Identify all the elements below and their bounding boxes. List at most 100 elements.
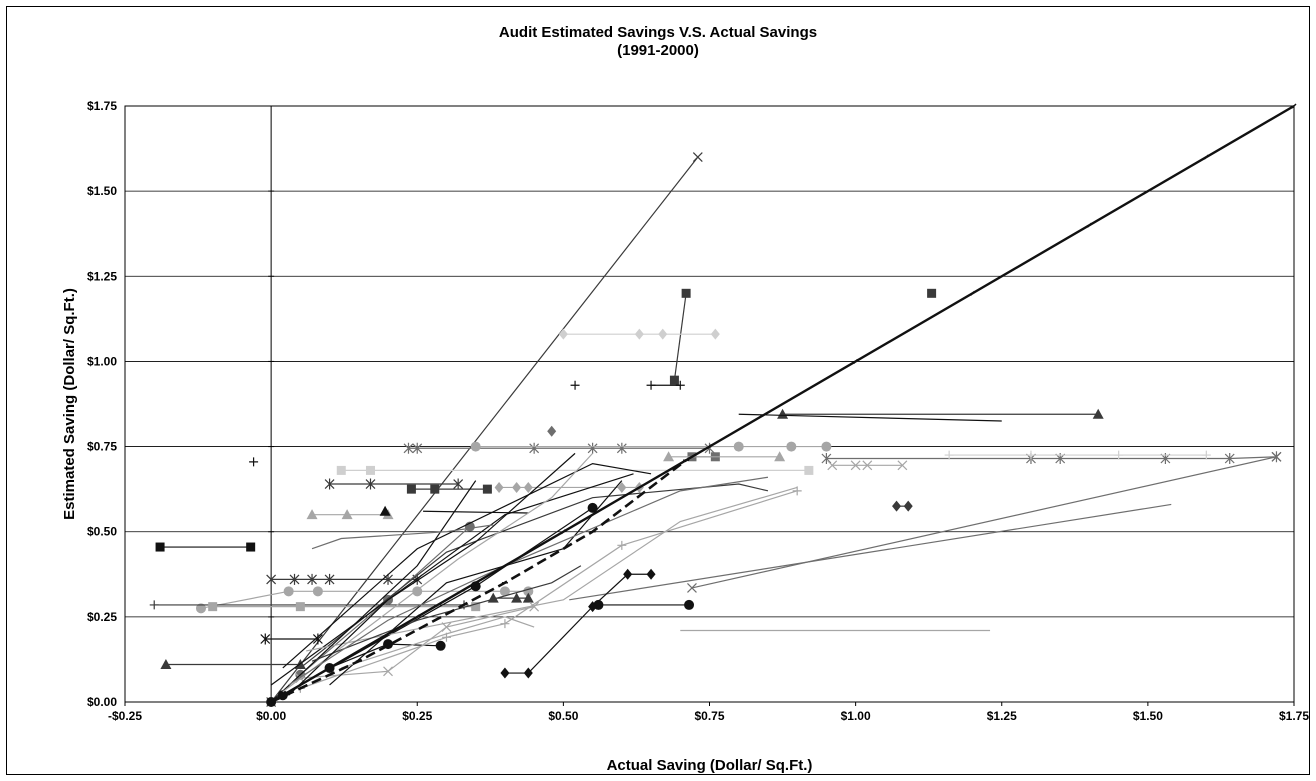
reference-line-tick — [1086, 222, 1092, 228]
data-point-plus — [149, 600, 159, 610]
data-point-diamond — [588, 601, 598, 613]
series-50 — [282, 452, 594, 693]
series-46 — [282, 462, 652, 669]
series-30 — [593, 599, 695, 610]
data-point-square — [430, 484, 440, 494]
data-point-plus — [249, 457, 259, 467]
x-tick-label: $1.75 — [1279, 709, 1309, 723]
data-point-square — [482, 484, 492, 494]
reference-line-tick — [268, 699, 274, 705]
data-point-square — [804, 465, 814, 475]
data-point-circle — [195, 603, 206, 614]
series-19 — [324, 478, 464, 490]
data-point-star — [587, 442, 598, 454]
series-line — [282, 452, 594, 693]
series-54 — [341, 616, 535, 669]
series-20 — [306, 509, 394, 520]
data-point-star — [1224, 452, 1235, 464]
data-point-triangle — [160, 659, 172, 670]
data-point-star — [412, 442, 423, 454]
data-point-star — [307, 573, 317, 585]
data-point-square — [155, 542, 165, 552]
data-point-plus — [1201, 450, 1211, 460]
data-point-plus — [570, 380, 580, 390]
series-6 — [646, 380, 685, 390]
data-point-circle — [312, 586, 323, 597]
data-point-diamond — [658, 328, 668, 340]
series-line — [341, 616, 535, 669]
series-25 — [663, 451, 786, 462]
data-point-star — [324, 478, 335, 490]
data-point-star — [529, 442, 540, 454]
x-tick-label: $1.50 — [1133, 709, 1163, 723]
series-32 — [195, 586, 534, 614]
data-point-triangle — [777, 408, 789, 419]
x-tick-label: $1.00 — [841, 709, 871, 723]
data-point-square — [406, 484, 416, 494]
data-point-plus — [1026, 450, 1036, 460]
series-38 — [260, 633, 323, 645]
data-point-diamond — [892, 500, 902, 512]
data-point-triangle — [379, 505, 391, 516]
data-point-square — [246, 542, 256, 552]
series-48 — [270, 480, 477, 703]
data-point-x — [383, 666, 393, 677]
series-line — [738, 413, 1002, 422]
data-point-plus — [675, 380, 685, 390]
data-point-diamond — [646, 568, 656, 580]
series-31 — [500, 568, 656, 679]
data-point-circle — [684, 599, 695, 610]
axes — [124, 105, 1295, 706]
data-point-plus — [617, 540, 627, 550]
series-8 — [155, 542, 256, 552]
series-line — [826, 456, 1277, 460]
series-layer — [149, 103, 1297, 707]
data-point-x — [862, 460, 873, 471]
data-point-circle — [435, 640, 446, 651]
series-line — [288, 476, 769, 686]
series-11 — [547, 425, 557, 437]
y-tick-label: $1.25 — [87, 269, 117, 283]
reference-line-tick — [414, 614, 420, 620]
data-point-diamond — [710, 328, 720, 340]
data-point-square — [208, 602, 218, 612]
series-7 — [249, 457, 259, 467]
series-28 — [687, 451, 1282, 593]
data-point-diamond — [547, 425, 557, 437]
data-point-circle — [733, 441, 744, 452]
series-44 — [299, 483, 769, 669]
data-point-triangle — [1092, 408, 1104, 419]
data-point-circle — [412, 586, 423, 597]
series-9 — [777, 408, 1104, 419]
series-12 — [403, 442, 715, 454]
series-line — [691, 456, 1277, 589]
x-tick-label: $0.75 — [694, 709, 724, 723]
y-tick-label: $1.00 — [87, 354, 117, 368]
data-point-diamond — [500, 667, 510, 679]
series-45 — [270, 473, 634, 686]
data-point-circle — [470, 441, 481, 452]
series-line — [288, 452, 576, 696]
data-point-star — [821, 452, 832, 464]
y-tick-label: $0.00 — [87, 695, 117, 709]
data-point-x — [897, 460, 908, 471]
series-5 — [570, 380, 580, 390]
data-point-star — [266, 573, 277, 585]
series-52 — [311, 524, 494, 550]
series-26 — [892, 500, 913, 512]
series-51 — [311, 565, 582, 662]
tick-labels: $0.00 $0.25 $0.50 $0.75 $1.00 $1.25 $1.50 $1.75… — [87, 99, 1309, 723]
reference-line-tick — [560, 529, 566, 535]
series-14 — [821, 451, 1282, 464]
series-line — [270, 480, 477, 703]
data-point-star — [289, 573, 300, 585]
x-tick-label: $0.25 — [402, 709, 432, 723]
data-point-star — [312, 633, 323, 645]
reference-line-tick — [706, 444, 713, 450]
data-point-circle — [283, 586, 294, 597]
data-point-square — [365, 465, 375, 475]
y-tick-label: $0.50 — [87, 525, 117, 539]
data-point-star — [453, 478, 464, 490]
chart-subtitle: (1991-2000) — [617, 42, 699, 59]
data-point-triangle — [306, 509, 318, 520]
